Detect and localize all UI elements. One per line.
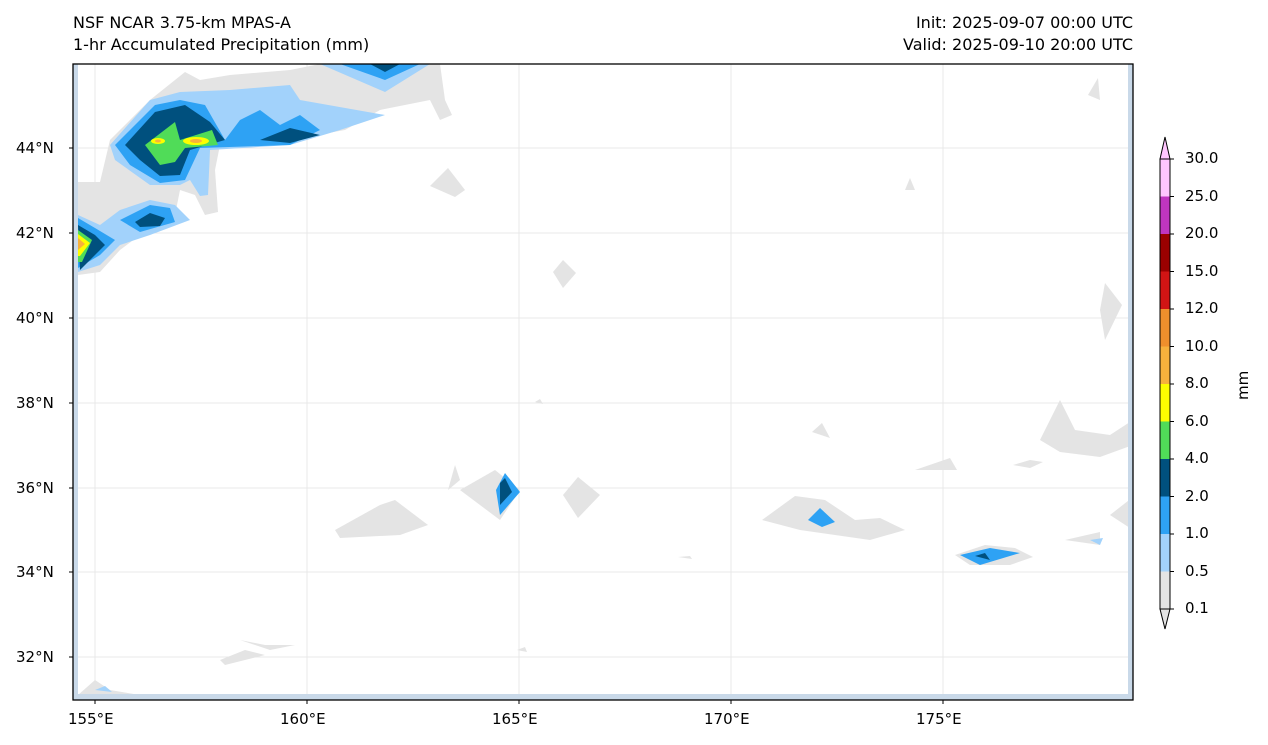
colorbar-tick-label: 0.5: [1185, 561, 1209, 580]
colorbar-tick-label: 0.1: [1185, 599, 1209, 617]
colorbar-segment: [1160, 496, 1170, 534]
colorbar-tick-label: 8.0: [1185, 374, 1209, 392]
colorbar-tick-label: 20.0: [1185, 224, 1219, 242]
lat-tick: 36°N: [16, 479, 54, 497]
model-title: NSF NCAR 3.75-km MPAS-A: [73, 13, 291, 32]
valid-time: Valid: 2025-09-10 20:00 UTC: [902, 35, 1133, 54]
lat-tick: 32°N: [16, 648, 54, 666]
colorbar-segment: [1160, 271, 1170, 309]
colorbar-segment: [1160, 159, 1170, 197]
colorbar-segment: [1160, 346, 1170, 384]
colorbar-segment: [1160, 234, 1170, 272]
colorbar-tick-label: 4.0: [1185, 449, 1209, 467]
colorbar-unit-label: mm: [1234, 370, 1252, 400]
colorbar-tick-label: 1.0: [1185, 524, 1209, 542]
colorbar: [1159, 136, 1174, 630]
colorbar-segment: [1160, 196, 1170, 234]
colorbar-extend-min: [1159, 608, 1171, 630]
lon-tick: 155°E: [68, 710, 114, 728]
lat-tick: 34°N: [16, 563, 54, 581]
lat-tick: 42°N: [16, 224, 54, 242]
colorbar-tick-label: 12.0: [1185, 299, 1219, 317]
colorbar-segment: [1160, 421, 1170, 459]
colorbar-tick-label: 15.0: [1185, 261, 1219, 280]
colorbar-tick-label: 30.0: [1185, 149, 1219, 167]
colorbar-tick-label: 6.0: [1185, 411, 1209, 430]
lon-tick: 165°E: [492, 710, 538, 728]
lon-tick: 160°E: [280, 710, 326, 728]
colorbar-tick-label: 25.0: [1185, 186, 1219, 205]
lat-tick: 38°N: [16, 394, 54, 412]
colorbar-segment: [1160, 534, 1170, 572]
colorbar-segment: [1160, 459, 1170, 497]
colorbar-segment: [1160, 384, 1170, 422]
colorbar-extend-max: [1159, 136, 1171, 160]
lon-tick: 175°E: [916, 710, 962, 728]
colorbar-segment: [1160, 571, 1170, 609]
lat-tick: 40°N: [16, 309, 54, 327]
colorbar-tick-label: 2.0: [1185, 486, 1209, 505]
precip-high-contours: [78, 137, 209, 256]
colorbar-segment: [1160, 309, 1170, 347]
colorbar-tick-label: 10.0: [1185, 336, 1219, 355]
field-title: 1-hr Accumulated Precipitation (mm): [73, 35, 370, 54]
lat-tick: 44°N: [16, 139, 54, 157]
gridlines: [73, 64, 1133, 700]
map-frame: [72, 63, 1134, 701]
init-time: Init: 2025-09-07 00:00 UTC: [915, 13, 1133, 32]
lon-tick: 170°E: [704, 710, 750, 728]
axis-ticks: [69, 147, 944, 704]
